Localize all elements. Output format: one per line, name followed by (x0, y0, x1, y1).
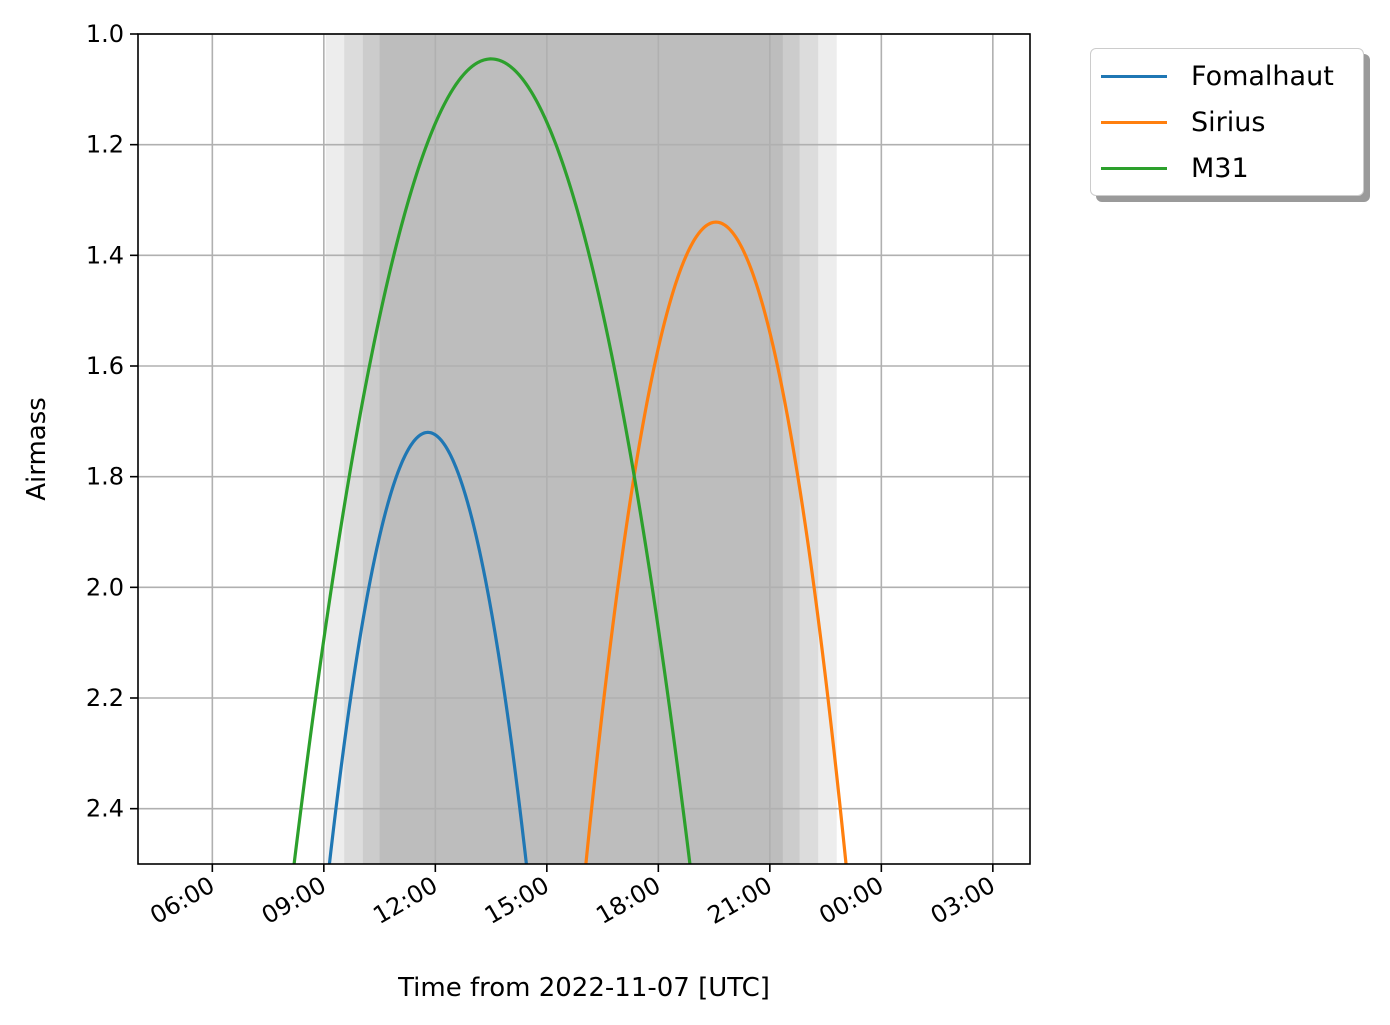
series-line-sirius (584, 220, 848, 864)
legend-item-fomalhaut: Fomalhaut (1101, 56, 1334, 96)
y-tick-label: 1.2 (86, 131, 124, 159)
x-tick-label: 03:00 (926, 871, 1000, 930)
series-line-m31 (292, 57, 692, 864)
x-axis-ticks: 06:00 09:00 12:00 15:00 18:00 21:00 00:00 03:00 (145, 864, 1000, 930)
x-tick-label: 09:00 (257, 871, 331, 930)
legend-swatch (1101, 120, 1167, 124)
legend: Fomalhaut Sirius M31 (1090, 48, 1364, 196)
y-tick-label: 1.0 (86, 20, 124, 48)
legend-swatch (1101, 166, 1167, 170)
plot-frame (137, 33, 1031, 865)
x-tick-label: 15:00 (480, 871, 554, 930)
x-axis-label: Time from 2022-11-07 [UTC] (397, 973, 770, 1003)
y-tick-label: 1.4 (86, 241, 124, 269)
y-tick-label: 2.4 (86, 795, 124, 823)
legend-label: Sirius (1191, 106, 1266, 138)
y-axis-label: Airmass (22, 397, 52, 501)
x-tick-label: 12:00 (368, 871, 442, 930)
x-tick-label: 00:00 (814, 871, 888, 930)
night-shading (325, 34, 837, 864)
twilight-band-0 (325, 34, 837, 864)
x-tick-label: 06:00 (145, 871, 219, 930)
legend-label: Fomalhaut (1191, 60, 1334, 92)
grid-lines (138, 33, 1030, 864)
twilight-band-1 (344, 34, 819, 864)
series-lines (292, 57, 848, 864)
legend-item-sirius: Sirius (1101, 102, 1265, 142)
twilight-band-3 (379, 34, 783, 864)
y-tick-label: 1.8 (86, 463, 124, 491)
legend-label: M31 (1191, 152, 1249, 184)
y-tick-label: 2.0 (86, 573, 124, 601)
x-tick-label: 21:00 (703, 871, 777, 930)
x-tick-label: 18:00 (591, 871, 665, 930)
y-tick-label: 1.6 (86, 352, 124, 380)
y-axis-ticks: 1.0 1.2 1.4 1.6 1.8 2.0 2.2 2.4 (86, 20, 138, 823)
legend-item-m31: M31 (1101, 148, 1249, 188)
series-line-fomalhaut (327, 430, 528, 864)
legend-swatch (1101, 74, 1167, 78)
y-tick-label: 2.2 (86, 684, 124, 712)
